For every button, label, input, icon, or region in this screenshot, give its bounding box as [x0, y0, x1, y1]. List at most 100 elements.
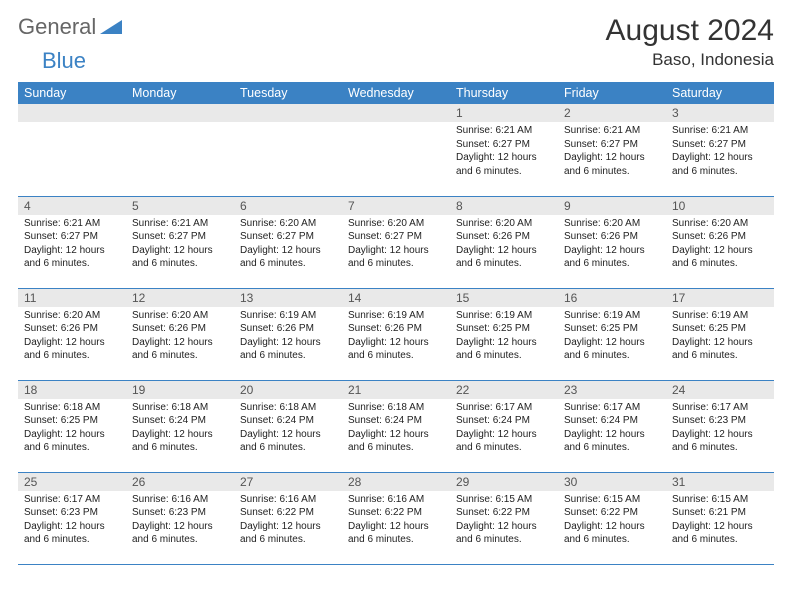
sunrise-text: Sunrise: 6:17 AM	[24, 493, 120, 507]
sunrise-text: Sunrise: 6:16 AM	[132, 493, 228, 507]
sunrise-text: Sunrise: 6:19 AM	[456, 309, 552, 323]
daylight-text-2: and 6 minutes.	[348, 533, 444, 547]
sunset-text: Sunset: 6:24 PM	[132, 414, 228, 428]
sunset-text: Sunset: 6:27 PM	[672, 138, 768, 152]
calendar-day-cell: 14Sunrise: 6:19 AMSunset: 6:26 PMDayligh…	[342, 288, 450, 380]
calendar-day-cell	[126, 104, 234, 196]
day-number: 7	[342, 197, 450, 215]
day-content: Sunrise: 6:16 AMSunset: 6:22 PMDaylight:…	[342, 491, 450, 551]
day-content: Sunrise: 6:19 AMSunset: 6:25 PMDaylight:…	[450, 307, 558, 367]
daylight-text-1: Daylight: 12 hours	[132, 244, 228, 258]
day-number: 12	[126, 289, 234, 307]
day-number: 21	[342, 381, 450, 399]
daylight-text-1: Daylight: 12 hours	[564, 520, 660, 534]
calendar-day-cell: 17Sunrise: 6:19 AMSunset: 6:25 PMDayligh…	[666, 288, 774, 380]
sunset-text: Sunset: 6:22 PM	[564, 506, 660, 520]
sunset-text: Sunset: 6:23 PM	[24, 506, 120, 520]
daylight-text-1: Daylight: 12 hours	[24, 428, 120, 442]
day-content: Sunrise: 6:21 AMSunset: 6:27 PMDaylight:…	[450, 122, 558, 182]
daylight-text-2: and 6 minutes.	[24, 257, 120, 271]
daylight-text-1: Daylight: 12 hours	[132, 520, 228, 534]
daylight-text-1: Daylight: 12 hours	[24, 336, 120, 350]
day-content: Sunrise: 6:21 AMSunset: 6:27 PMDaylight:…	[558, 122, 666, 182]
sunset-text: Sunset: 6:24 PM	[348, 414, 444, 428]
daylight-text-1: Daylight: 12 hours	[348, 244, 444, 258]
sunrise-text: Sunrise: 6:18 AM	[348, 401, 444, 415]
daylight-text-2: and 6 minutes.	[672, 165, 768, 179]
day-number: 15	[450, 289, 558, 307]
day-number-empty	[342, 104, 450, 122]
calendar-day-cell: 8Sunrise: 6:20 AMSunset: 6:26 PMDaylight…	[450, 196, 558, 288]
sunrise-text: Sunrise: 6:21 AM	[132, 217, 228, 231]
day-number: 4	[18, 197, 126, 215]
day-number: 22	[450, 381, 558, 399]
daylight-text-1: Daylight: 12 hours	[456, 336, 552, 350]
sunrise-text: Sunrise: 6:21 AM	[24, 217, 120, 231]
daylight-text-2: and 6 minutes.	[240, 349, 336, 363]
weekday-header: Wednesday	[342, 82, 450, 104]
sunset-text: Sunset: 6:26 PM	[24, 322, 120, 336]
day-content: Sunrise: 6:20 AMSunset: 6:27 PMDaylight:…	[234, 215, 342, 275]
logo-line2: Blue	[18, 48, 774, 74]
day-content: Sunrise: 6:20 AMSunset: 6:27 PMDaylight:…	[342, 215, 450, 275]
daylight-text-2: and 6 minutes.	[672, 533, 768, 547]
day-number: 9	[558, 197, 666, 215]
day-number: 3	[666, 104, 774, 122]
daylight-text-1: Daylight: 12 hours	[132, 336, 228, 350]
sunset-text: Sunset: 6:25 PM	[456, 322, 552, 336]
day-content: Sunrise: 6:15 AMSunset: 6:22 PMDaylight:…	[450, 491, 558, 551]
weekday-header: Saturday	[666, 82, 774, 104]
daylight-text-1: Daylight: 12 hours	[240, 336, 336, 350]
day-content: Sunrise: 6:21 AMSunset: 6:27 PMDaylight:…	[126, 215, 234, 275]
calendar-day-cell: 10Sunrise: 6:20 AMSunset: 6:26 PMDayligh…	[666, 196, 774, 288]
day-content: Sunrise: 6:17 AMSunset: 6:24 PMDaylight:…	[558, 399, 666, 459]
daylight-text-2: and 6 minutes.	[132, 533, 228, 547]
calendar-day-cell: 11Sunrise: 6:20 AMSunset: 6:26 PMDayligh…	[18, 288, 126, 380]
sunrise-text: Sunrise: 6:20 AM	[240, 217, 336, 231]
sunset-text: Sunset: 6:26 PM	[240, 322, 336, 336]
calendar-day-cell: 16Sunrise: 6:19 AMSunset: 6:25 PMDayligh…	[558, 288, 666, 380]
calendar-day-cell: 13Sunrise: 6:19 AMSunset: 6:26 PMDayligh…	[234, 288, 342, 380]
day-content: Sunrise: 6:20 AMSunset: 6:26 PMDaylight:…	[126, 307, 234, 367]
day-number-empty	[18, 104, 126, 122]
daylight-text-1: Daylight: 12 hours	[456, 244, 552, 258]
calendar-day-cell: 2Sunrise: 6:21 AMSunset: 6:27 PMDaylight…	[558, 104, 666, 196]
weekday-header: Thursday	[450, 82, 558, 104]
daylight-text-1: Daylight: 12 hours	[348, 336, 444, 350]
calendar-day-cell: 22Sunrise: 6:17 AMSunset: 6:24 PMDayligh…	[450, 380, 558, 472]
sunrise-text: Sunrise: 6:15 AM	[564, 493, 660, 507]
day-content: Sunrise: 6:20 AMSunset: 6:26 PMDaylight:…	[558, 215, 666, 275]
day-number: 10	[666, 197, 774, 215]
day-number: 14	[342, 289, 450, 307]
day-content: Sunrise: 6:15 AMSunset: 6:22 PMDaylight:…	[558, 491, 666, 551]
day-content: Sunrise: 6:20 AMSunset: 6:26 PMDaylight:…	[666, 215, 774, 275]
day-content: Sunrise: 6:15 AMSunset: 6:21 PMDaylight:…	[666, 491, 774, 551]
sunset-text: Sunset: 6:25 PM	[24, 414, 120, 428]
daylight-text-2: and 6 minutes.	[564, 533, 660, 547]
daylight-text-1: Daylight: 12 hours	[456, 428, 552, 442]
daylight-text-1: Daylight: 12 hours	[564, 151, 660, 165]
calendar-day-cell: 15Sunrise: 6:19 AMSunset: 6:25 PMDayligh…	[450, 288, 558, 380]
sunrise-text: Sunrise: 6:15 AM	[672, 493, 768, 507]
daylight-text-1: Daylight: 12 hours	[240, 244, 336, 258]
day-content: Sunrise: 6:18 AMSunset: 6:24 PMDaylight:…	[234, 399, 342, 459]
daylight-text-1: Daylight: 12 hours	[240, 428, 336, 442]
day-content: Sunrise: 6:19 AMSunset: 6:26 PMDaylight:…	[234, 307, 342, 367]
daylight-text-2: and 6 minutes.	[240, 441, 336, 455]
daylight-text-2: and 6 minutes.	[132, 441, 228, 455]
day-number: 24	[666, 381, 774, 399]
sunrise-text: Sunrise: 6:20 AM	[24, 309, 120, 323]
day-content: Sunrise: 6:20 AMSunset: 6:26 PMDaylight:…	[450, 215, 558, 275]
weekday-header: Friday	[558, 82, 666, 104]
calendar-day-cell: 27Sunrise: 6:16 AMSunset: 6:22 PMDayligh…	[234, 472, 342, 564]
calendar-day-cell: 23Sunrise: 6:17 AMSunset: 6:24 PMDayligh…	[558, 380, 666, 472]
day-number: 5	[126, 197, 234, 215]
daylight-text-1: Daylight: 12 hours	[672, 244, 768, 258]
daylight-text-1: Daylight: 12 hours	[564, 336, 660, 350]
logo-text-1: General	[18, 14, 96, 40]
month-title: August 2024	[606, 14, 774, 48]
daylight-text-2: and 6 minutes.	[132, 349, 228, 363]
sunrise-text: Sunrise: 6:17 AM	[672, 401, 768, 415]
calendar-week-row: 11Sunrise: 6:20 AMSunset: 6:26 PMDayligh…	[18, 288, 774, 380]
sunrise-text: Sunrise: 6:18 AM	[24, 401, 120, 415]
